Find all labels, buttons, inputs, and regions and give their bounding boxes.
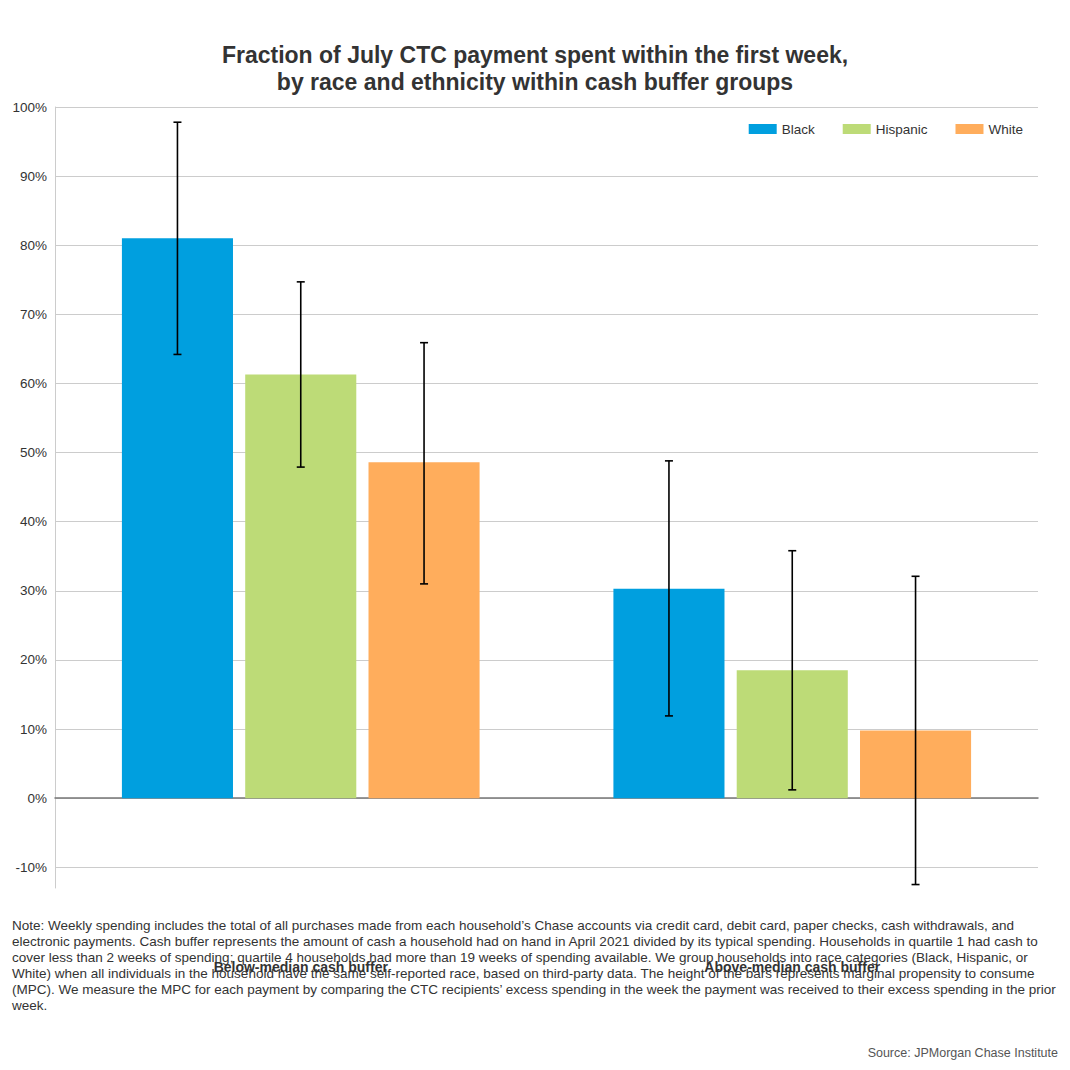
- svg-text:0%: 0%: [27, 791, 47, 806]
- svg-text:80%: 80%: [20, 238, 47, 253]
- svg-text:30%: 30%: [20, 583, 47, 598]
- svg-text:100%: 100%: [12, 100, 47, 115]
- svg-text:40%: 40%: [20, 514, 47, 529]
- svg-text:by race and ethnicity within c: by race and ethnicity within cash buffer…: [277, 69, 793, 95]
- svg-text:10%: 10%: [20, 722, 47, 737]
- svg-text:-10%: -10%: [15, 860, 47, 875]
- html-text:Source: JPMorgan Chase Institu: Source: JPMorgan Chase Institute: [867, 1046, 1058, 1060]
- html-text:Note: Weekly spending includes: Note: Weekly spending includes the total…: [12, 918, 1056, 1013]
- svg-text:White: White: [988, 122, 1023, 137]
- svg-text:60%: 60%: [20, 376, 47, 391]
- svg-text:90%: 90%: [20, 169, 47, 184]
- svg-text:20%: 20%: [20, 652, 47, 667]
- svg-text:50%: 50%: [20, 445, 47, 460]
- svg-text:Black: Black: [782, 122, 815, 137]
- svg-text:Fraction of July CTC payment s: Fraction of July CTC payment spent withi…: [222, 42, 848, 68]
- svg-text:70%: 70%: [20, 307, 47, 322]
- svg-text:Hispanic: Hispanic: [876, 122, 928, 137]
